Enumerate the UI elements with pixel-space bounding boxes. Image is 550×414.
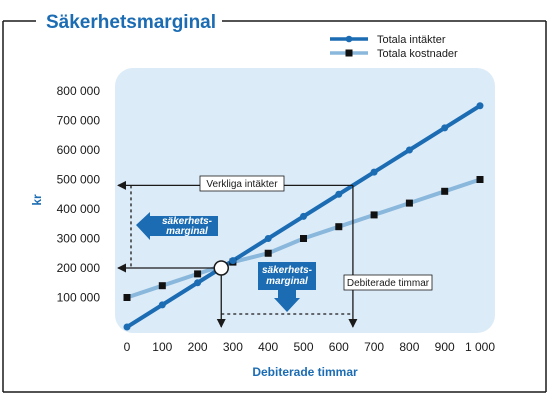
cost-point <box>476 176 484 183</box>
y-axis-label: kr <box>30 194 44 206</box>
cost-point <box>335 223 343 231</box>
actual-revenue-label-box <box>199 175 285 192</box>
margin-arrow-horizontal: säkerhets- marginal <box>136 212 218 240</box>
y-tick-label: 100 000 <box>57 291 101 305</box>
x-axis-label: Debiterade timmar <box>252 365 358 379</box>
revenue-point <box>158 301 166 309</box>
legend-cost-marker <box>345 49 353 57</box>
revenue-point <box>405 146 413 154</box>
x-tick-label: 300 <box>223 340 243 354</box>
y-tick-labels: 100 000 200 000 300 000 400 000 500 000 600 0… <box>57 84 101 305</box>
x-tick-label: 900 <box>435 340 455 354</box>
break-even-point <box>213 260 230 276</box>
billed-hours-label-box <box>343 274 433 291</box>
revenue-point <box>123 323 131 331</box>
revenue-point <box>194 279 202 287</box>
cost-point <box>300 235 307 242</box>
y-tick-label: 400 000 <box>57 202 101 216</box>
x-tick-label: 100 <box>152 340 172 354</box>
y-tick-label: 800 000 <box>57 84 101 98</box>
revenue-point <box>476 102 484 110</box>
actual-revenue-label: Verkliga intäkter <box>206 179 278 190</box>
revenue-point <box>441 124 449 132</box>
legend-revenue-label: Totala intäkter <box>377 34 446 46</box>
cost-point <box>264 249 272 257</box>
margin-arrow-vertical: säkerhets- marginal <box>258 262 316 312</box>
x-tick-label: 1 000 <box>465 340 495 354</box>
x-tick-labels: 0 100 200 300 400 500 600 700 800 900 1 000 <box>124 340 496 354</box>
x-tick-label: 700 <box>364 340 384 354</box>
x-tick-label: 400 <box>258 340 278 354</box>
cost-point <box>158 282 166 290</box>
revenue-point <box>264 235 272 242</box>
revenue-point <box>229 257 237 265</box>
cost-point <box>194 270 202 278</box>
revenue-point <box>300 212 307 220</box>
y-tick-label: 300 000 <box>57 232 101 246</box>
cost-point <box>123 294 131 301</box>
y-tick-label: 200 000 <box>57 261 101 275</box>
revenue-point <box>335 190 343 198</box>
cost-point <box>370 211 378 219</box>
revenue-series-markers <box>123 102 484 331</box>
x-tick-label: 500 <box>293 340 313 354</box>
cost-point <box>441 187 449 195</box>
margin-label-h-line2: marginal <box>166 226 208 237</box>
billed-hours-label: Debiterade timmar <box>347 278 430 289</box>
margin-label-v-line1: säkerhets- <box>262 265 313 276</box>
y-tick-label: 600 000 <box>57 143 101 157</box>
legend: Totala intäkter Totala kostnader <box>330 34 458 60</box>
plot-background <box>115 68 495 333</box>
chart-title: Säkerhetsmarginal <box>46 12 216 33</box>
x-tick-label: 600 <box>329 340 349 354</box>
x-tick-label: 800 <box>399 340 419 354</box>
y-tick-label: 500 000 <box>57 173 101 187</box>
margin-label-h-line1: säkerhets- <box>162 216 213 227</box>
legend-cost-label: Totala kostnader <box>377 48 458 60</box>
cost-point <box>405 199 413 207</box>
x-tick-label: 200 <box>188 340 208 354</box>
margin-label-v-line2: marginal <box>266 276 308 287</box>
x-tick-label: 0 <box>124 340 131 354</box>
legend-revenue-marker <box>345 35 353 43</box>
revenue-point <box>370 168 378 176</box>
y-tick-label: 700 000 <box>57 114 101 128</box>
